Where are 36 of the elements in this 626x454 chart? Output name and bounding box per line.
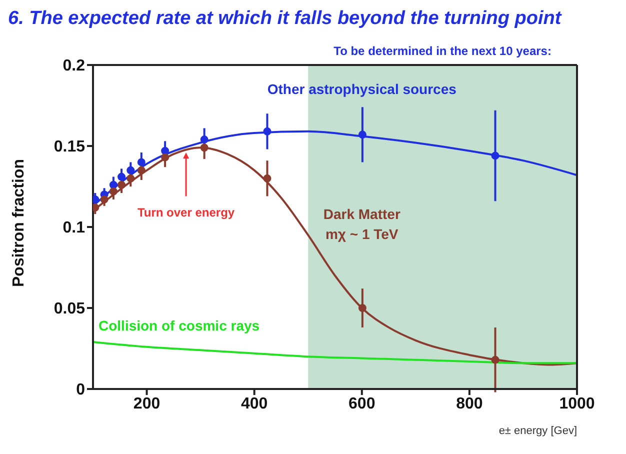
line-series: [93, 341, 577, 364]
point: [137, 166, 146, 174]
x-tick-label: 400: [240, 395, 268, 412]
x-tick-label: 800: [456, 395, 483, 412]
point: [491, 356, 500, 364]
series-label: Dark Matter mχ ~ 1 TeV: [323, 206, 401, 242]
point: [109, 187, 118, 196]
annotation: Turn over energy: [137, 206, 235, 220]
x-axis-title: e± energy [Gev]: [498, 425, 577, 437]
point: [161, 153, 170, 162]
y-tick-label: 0: [76, 382, 86, 399]
point: [126, 174, 135, 182]
x-tick-label: 600: [348, 395, 376, 412]
x-tick-label: 1000: [559, 395, 595, 412]
point: [137, 158, 146, 166]
point: [200, 136, 208, 144]
point: [118, 172, 126, 181]
point: [491, 152, 500, 160]
y-tick-label: 0.2: [62, 58, 86, 75]
x-tick-label: 200: [133, 395, 160, 412]
band-label: To be determined in the next 10 years:: [334, 44, 552, 58]
point: [200, 144, 208, 152]
series-label: Collision of cosmic rays: [98, 318, 260, 334]
chart-title: 6. The expected rate at which it falls beyond the turning point: [8, 8, 563, 31]
y-tick-label: 0.15: [54, 138, 86, 156]
point: [126, 166, 135, 174]
y-axis-title: Positron fraction: [10, 158, 28, 287]
text: Other astrophysical sources: [267, 81, 457, 98]
point: [263, 174, 272, 182]
y-tick-label: 0.1: [62, 220, 86, 237]
point: [263, 127, 272, 136]
point: [358, 130, 366, 139]
point: [100, 195, 108, 204]
point: [118, 180, 126, 189]
point: [358, 304, 366, 312]
y-tick-label: 0.05: [54, 300, 86, 318]
